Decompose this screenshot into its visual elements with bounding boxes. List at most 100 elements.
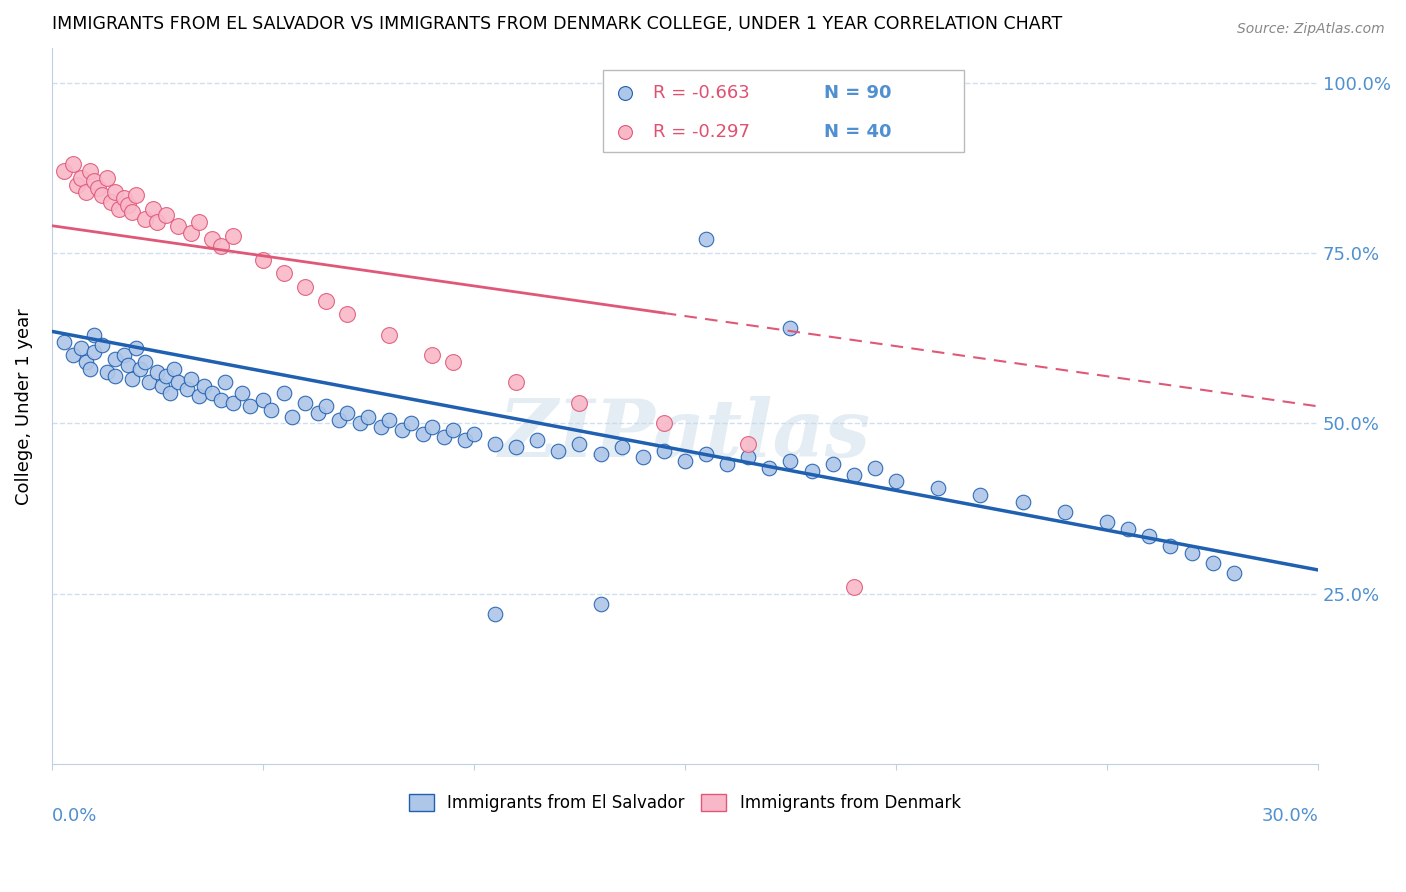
Text: R = -0.663: R = -0.663 bbox=[654, 84, 749, 102]
Text: N = 40: N = 40 bbox=[824, 123, 891, 141]
Point bbox=[180, 226, 202, 240]
Point bbox=[252, 392, 274, 407]
Point bbox=[104, 185, 127, 199]
Point bbox=[112, 191, 135, 205]
Point bbox=[1201, 556, 1223, 570]
Point bbox=[146, 215, 169, 229]
Point bbox=[441, 355, 464, 369]
Point bbox=[695, 232, 717, 246]
Point bbox=[842, 467, 865, 482]
Point bbox=[652, 417, 675, 431]
Point bbox=[79, 164, 101, 178]
Point bbox=[484, 437, 506, 451]
Point bbox=[155, 368, 177, 383]
Point bbox=[484, 607, 506, 622]
Point bbox=[610, 440, 633, 454]
Point bbox=[159, 385, 181, 400]
Point bbox=[370, 419, 392, 434]
Point bbox=[568, 437, 591, 451]
Point bbox=[188, 389, 211, 403]
Text: 0.0%: 0.0% bbox=[52, 807, 97, 825]
Point bbox=[70, 342, 93, 356]
Point bbox=[167, 376, 190, 390]
Point bbox=[163, 362, 186, 376]
Point bbox=[441, 423, 464, 437]
Point bbox=[1159, 539, 1181, 553]
Point bbox=[75, 355, 97, 369]
Point bbox=[927, 481, 949, 495]
Point bbox=[252, 252, 274, 267]
Point bbox=[66, 178, 89, 192]
Point bbox=[188, 215, 211, 229]
Point bbox=[104, 368, 127, 383]
Point bbox=[180, 372, 202, 386]
Point bbox=[201, 232, 224, 246]
Point bbox=[62, 348, 84, 362]
Point bbox=[91, 338, 114, 352]
Point bbox=[100, 194, 122, 209]
Point bbox=[79, 362, 101, 376]
Point bbox=[273, 267, 295, 281]
Point bbox=[1095, 515, 1118, 529]
Point bbox=[737, 437, 759, 451]
Point bbox=[884, 475, 907, 489]
Point bbox=[1116, 522, 1139, 536]
Y-axis label: College, Under 1 year: College, Under 1 year bbox=[15, 308, 32, 505]
Point bbox=[214, 376, 236, 390]
Point bbox=[695, 447, 717, 461]
Point bbox=[129, 362, 152, 376]
Point bbox=[420, 348, 443, 362]
Point bbox=[96, 171, 118, 186]
Point bbox=[53, 164, 76, 178]
Point bbox=[420, 419, 443, 434]
Point bbox=[83, 344, 105, 359]
Point bbox=[737, 450, 759, 465]
Point bbox=[222, 228, 245, 243]
Point bbox=[125, 188, 148, 202]
Text: Source: ZipAtlas.com: Source: ZipAtlas.com bbox=[1237, 22, 1385, 37]
Point bbox=[779, 321, 801, 335]
Point bbox=[134, 355, 156, 369]
Point bbox=[155, 209, 177, 223]
Point bbox=[87, 181, 110, 195]
Point bbox=[631, 450, 654, 465]
Point bbox=[378, 413, 401, 427]
Point bbox=[112, 348, 135, 362]
Text: R = -0.297: R = -0.297 bbox=[654, 123, 751, 141]
Point bbox=[231, 385, 253, 400]
Point bbox=[399, 417, 422, 431]
Point bbox=[589, 447, 612, 461]
Point bbox=[673, 454, 696, 468]
Point bbox=[1180, 546, 1202, 560]
Point bbox=[294, 396, 316, 410]
Point bbox=[209, 239, 232, 253]
Point bbox=[83, 174, 105, 188]
Point bbox=[117, 359, 139, 373]
Point bbox=[281, 409, 304, 424]
Point bbox=[652, 443, 675, 458]
Legend: Immigrants from El Salvador, Immigrants from Denmark: Immigrants from El Salvador, Immigrants … bbox=[401, 786, 969, 821]
Point bbox=[117, 198, 139, 212]
Point bbox=[83, 327, 105, 342]
Point bbox=[104, 351, 127, 366]
Point bbox=[315, 293, 337, 308]
Point bbox=[134, 211, 156, 226]
Point bbox=[167, 219, 190, 233]
Point bbox=[1222, 566, 1244, 581]
Point bbox=[294, 280, 316, 294]
Point bbox=[75, 185, 97, 199]
Point bbox=[463, 426, 485, 441]
Point bbox=[568, 396, 591, 410]
Point bbox=[391, 423, 413, 437]
Text: ZIPatlas: ZIPatlas bbox=[499, 396, 870, 474]
Point bbox=[863, 460, 886, 475]
Point bbox=[307, 406, 329, 420]
Point bbox=[758, 460, 780, 475]
Point bbox=[454, 434, 477, 448]
Text: IMMIGRANTS FROM EL SALVADOR VS IMMIGRANTS FROM DENMARK COLLEGE, UNDER 1 YEAR COR: IMMIGRANTS FROM EL SALVADOR VS IMMIGRANT… bbox=[52, 15, 1062, 33]
Point bbox=[209, 392, 232, 407]
Point bbox=[315, 400, 337, 414]
Point bbox=[842, 580, 865, 594]
Point bbox=[969, 488, 991, 502]
Point bbox=[222, 396, 245, 410]
